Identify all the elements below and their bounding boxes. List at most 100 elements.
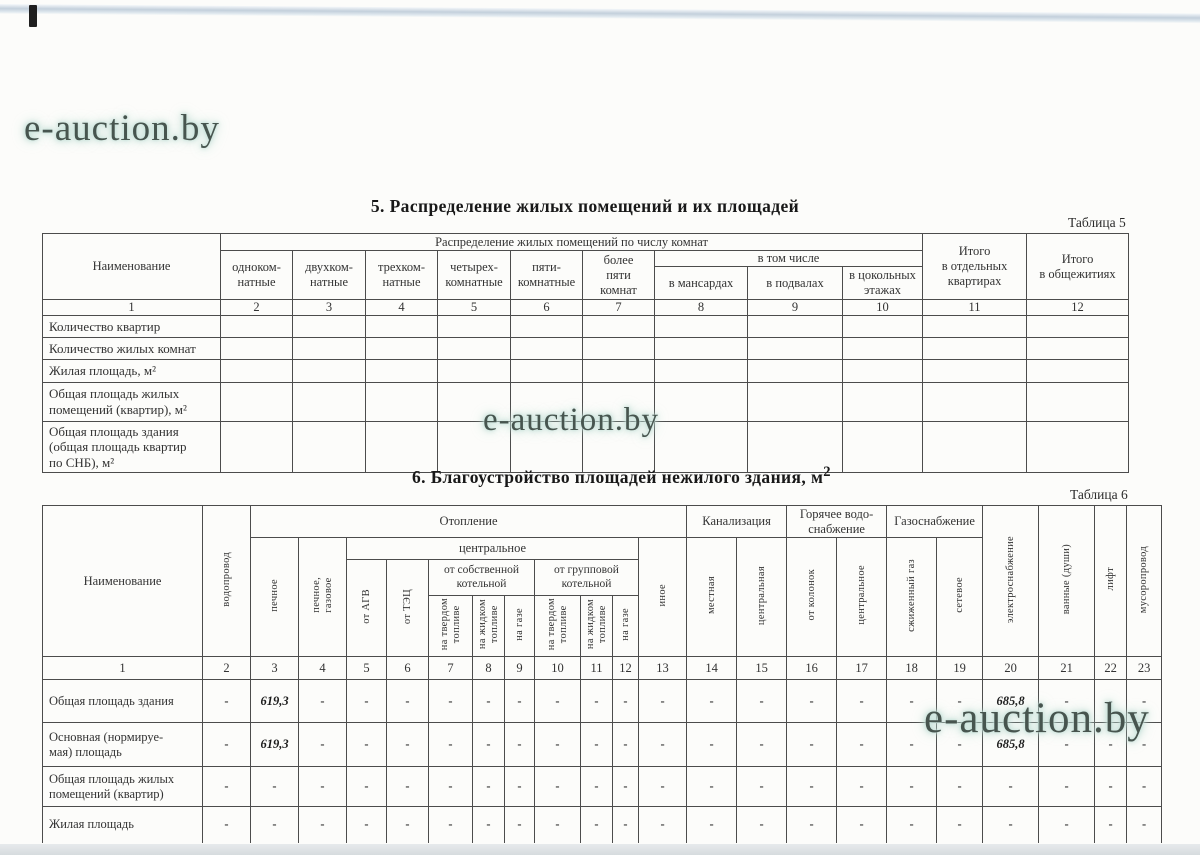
table-cell: -: [1038, 806, 1096, 843]
table-row: Количество жилых комнат: [42, 337, 1130, 360]
table-row: одноком- натные двухком- натные трехком-…: [43, 250, 1129, 300]
column-group-header: центральное: [346, 537, 639, 560]
table-cell: -: [686, 806, 738, 843]
empty-cell: [510, 359, 583, 383]
table-cell: -: [786, 679, 838, 724]
empty-cell: [220, 382, 293, 422]
table5: Наименование Распределение жилых помещен…: [42, 233, 1130, 473]
table-cell: 2: [202, 656, 251, 681]
table-cell: -: [472, 766, 505, 808]
scanner-bottom-edge: [0, 844, 1200, 855]
table-cell: -: [1126, 679, 1163, 724]
table-cell: -: [504, 722, 535, 768]
table-cell: -: [504, 766, 535, 808]
empty-cell: [654, 315, 748, 338]
column-group-header: от собственной котельной: [428, 559, 535, 596]
table-cell: -: [1038, 766, 1096, 808]
column-group-header: Канализация: [686, 505, 788, 538]
table-cell: 12: [1026, 299, 1130, 316]
value-cell: 619,3: [250, 722, 299, 768]
empty-cell: [1026, 382, 1130, 422]
column-header: центральная: [736, 536, 788, 658]
section6-title: 6. Благоустройство площадей нежилого зда…: [62, 464, 1181, 488]
row-label: Общая площадь жилых помещений (квартир),…: [42, 382, 221, 422]
column-group-header: от групповой котельной: [534, 559, 639, 596]
empty-cell: [365, 315, 438, 338]
table-cell: -: [534, 766, 581, 808]
row-label: Количество жилых комнат: [42, 337, 221, 360]
row-label: Жилая площадь: [42, 806, 203, 843]
empty-cell: [654, 421, 748, 473]
table-cell: 11: [580, 656, 613, 681]
column-header: Наименование: [42, 233, 221, 300]
empty-cell: [292, 315, 366, 338]
table-cell: 13: [637, 656, 688, 681]
column-header: лифт: [1094, 504, 1128, 658]
empty-cell: [747, 337, 843, 360]
empty-cell: [437, 337, 511, 360]
table-cell: -: [736, 722, 788, 768]
table-cell: -: [202, 766, 251, 808]
table-cell: 22: [1094, 656, 1128, 681]
table-cell: 9: [504, 656, 535, 681]
table-cell: -: [612, 766, 639, 808]
table-row: Общая площадь здания (общая площадь квар…: [42, 421, 1130, 473]
column-header: иное: [637, 536, 688, 658]
table-cell: -: [1038, 722, 1096, 768]
table-cell: -: [298, 766, 347, 808]
table-cell: 6: [510, 299, 583, 316]
empty-cell: [510, 337, 583, 360]
column-header: трехком- натные: [365, 250, 438, 300]
empty-cell: [654, 359, 748, 383]
table-cell: -: [686, 679, 738, 724]
empty-cell: [747, 315, 843, 338]
table-cell: -: [637, 806, 688, 843]
empty-cell: [582, 359, 655, 383]
column-header: местная: [686, 536, 738, 658]
table-cell: -: [1094, 766, 1128, 808]
table-cell: -: [386, 722, 429, 768]
column-header: на твердом топливе: [534, 594, 581, 658]
section6-title-sup: 2: [823, 464, 831, 480]
table-cell: -: [786, 766, 838, 808]
section6-title-text: 6. Благоустройство площадей нежилого зда…: [412, 466, 824, 487]
table-cell: -: [836, 806, 888, 843]
table-row: Общая площадь жилых помещений (квартир) …: [42, 766, 1163, 808]
table-row: Общая площадь жилых помещений (квартир),…: [42, 382, 1130, 422]
table-cell: -: [580, 806, 613, 843]
column-header: сетевое: [936, 536, 984, 658]
table-cell: -: [472, 806, 505, 843]
empty-cell: [841, 382, 924, 422]
table-cell: -: [298, 806, 347, 843]
table-cell: -: [1126, 766, 1163, 808]
table-row: Жилая площадь ----------------------: [42, 806, 1163, 843]
table-cell: -: [202, 806, 251, 843]
row-label: Общая площадь здания (общая площадь квар…: [42, 421, 221, 473]
empty-cell: [747, 421, 843, 473]
column-header: Итого в отдельных квартирах: [922, 233, 1028, 300]
table-row: на твердом топливе на жидком топливе на …: [43, 594, 1162, 658]
table-cell: -: [936, 766, 984, 808]
table-cell: -: [736, 766, 788, 808]
table6-caption: Таблица 6: [1070, 487, 1128, 502]
value-cell: 685,8: [982, 722, 1040, 768]
table-cell: 23: [1126, 656, 1163, 681]
table-cell: 14: [686, 656, 738, 681]
table-cell: -: [250, 766, 299, 808]
table-row: Наименование Распределение жилых помещен…: [42, 233, 1130, 300]
column-header: Наименование: [42, 504, 203, 658]
empty-cell: [841, 315, 924, 338]
table-cell: -: [836, 766, 888, 808]
empty-cell: [654, 337, 748, 360]
column-header: печное, газовое: [298, 536, 347, 658]
column-header: двухком- натные: [292, 250, 366, 300]
table-cell: -: [786, 806, 838, 843]
row-label: Основная (нормируе- мая) площадь: [42, 722, 203, 768]
column-header: на жидком топливе: [472, 594, 505, 658]
empty-cell: [437, 315, 511, 338]
empty-cell: [292, 337, 366, 360]
table-cell: 3: [250, 656, 299, 681]
column-header: на газе: [612, 594, 639, 658]
table-cell: -: [386, 806, 429, 843]
